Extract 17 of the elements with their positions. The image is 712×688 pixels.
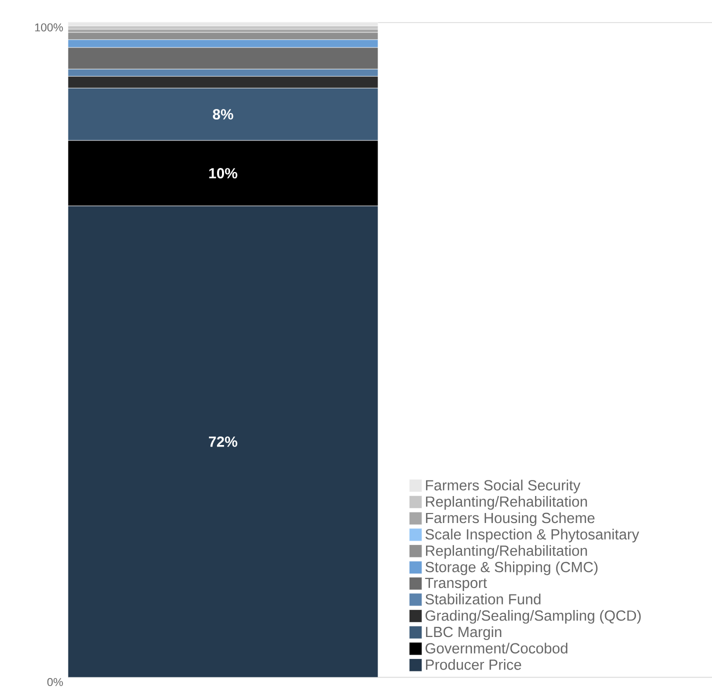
legend-label: Storage & Shipping (CMC) xyxy=(425,561,598,576)
legend-label: Grading/Sealing/Sampling (QCD) xyxy=(426,610,641,624)
y-tick-label: 100% xyxy=(35,23,63,32)
data-label: 10% xyxy=(209,168,238,178)
legend-label: Producer Price xyxy=(426,659,522,670)
legend-label: Replanting/Rehabilitation xyxy=(426,545,587,559)
legend-label: Government/Cocobod xyxy=(426,642,568,654)
legend-label: Farmers Housing Scheme xyxy=(426,512,594,526)
legend-label: LBC Margin xyxy=(426,626,502,640)
y-tick-label: 0% xyxy=(47,678,63,686)
legend-label: Farmers Social Security xyxy=(426,480,580,494)
legend-label: Replanting/Rehabilitation xyxy=(426,496,587,510)
legend-label: Stabilization Fund xyxy=(425,594,540,604)
data-label: 8% xyxy=(212,109,234,120)
legend-label: Transport xyxy=(425,578,487,591)
data-label: 72% xyxy=(208,436,238,447)
legend-label: Scale Inspection & Phytosanitary xyxy=(425,528,640,542)
